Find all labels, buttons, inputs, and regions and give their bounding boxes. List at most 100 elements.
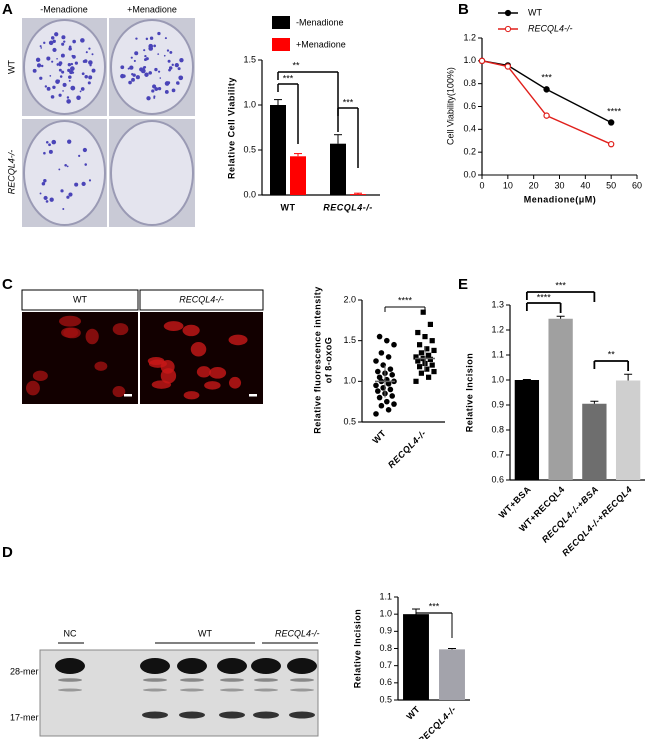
colony <box>167 81 171 85</box>
point <box>389 393 396 399</box>
nucleus <box>63 327 81 339</box>
error-bar <box>556 315 565 319</box>
colony <box>58 61 63 65</box>
y-axis-title: of 8-oxoG <box>323 337 333 384</box>
colony <box>52 47 57 53</box>
y-tick-label: 0.8 <box>379 643 392 653</box>
legend-label: -Menadione <box>296 17 344 27</box>
colony <box>68 47 72 51</box>
point <box>384 398 390 405</box>
band <box>254 678 278 682</box>
x-tick-label: RECQL4-/-+BSA <box>540 484 601 545</box>
row-label: RECQL4-/- <box>6 150 16 195</box>
x-tick-label: WT <box>370 428 388 446</box>
image-label: WT <box>73 294 87 304</box>
colony <box>169 50 173 54</box>
point <box>389 372 396 378</box>
annotation: **** <box>607 106 622 116</box>
colony <box>70 85 76 91</box>
y-tick-label: 0.2 <box>463 147 476 157</box>
point <box>387 386 394 393</box>
colony <box>139 67 144 72</box>
colony <box>51 139 57 145</box>
point <box>391 341 397 348</box>
colony <box>43 195 48 201</box>
bar <box>403 614 429 700</box>
colony <box>76 95 81 101</box>
band-label: 28-mer <box>10 666 39 676</box>
colony <box>62 90 64 92</box>
colony <box>148 43 154 49</box>
colony <box>84 74 88 79</box>
colony <box>131 77 135 82</box>
colony <box>54 32 59 37</box>
y-tick-label: 1.0 <box>243 99 256 109</box>
legend-label: RECQL4-/- <box>528 23 573 33</box>
band <box>142 711 168 719</box>
colony <box>32 68 37 73</box>
colony <box>79 90 82 93</box>
band <box>180 678 204 682</box>
colony <box>66 96 70 99</box>
error-bar <box>274 99 282 105</box>
colony <box>148 71 152 75</box>
band <box>143 688 167 692</box>
colony <box>39 192 42 195</box>
point <box>417 364 423 370</box>
legend-swatch <box>272 38 290 51</box>
colony <box>78 154 81 157</box>
annotation: ** <box>292 60 300 70</box>
colony <box>44 85 48 88</box>
band <box>219 711 245 719</box>
error-bar <box>294 153 302 157</box>
lane-label: RECQL4-/- <box>275 628 320 638</box>
bar <box>514 380 540 480</box>
y-tick-label: 0.5 <box>343 416 356 426</box>
point <box>413 354 419 360</box>
legend-marker <box>504 25 512 33</box>
colony <box>151 89 155 93</box>
nucleus <box>112 323 129 336</box>
x-tick-label: RECQL4-/- <box>386 428 428 470</box>
band <box>290 678 314 682</box>
colony <box>67 139 72 144</box>
nucleus <box>94 361 108 371</box>
bar <box>439 649 465 700</box>
point <box>373 358 379 364</box>
nucleus <box>183 391 200 400</box>
colony <box>52 85 56 89</box>
band <box>143 678 167 682</box>
colony <box>40 47 43 49</box>
nucleus <box>85 328 99 345</box>
x-tick-label: 20 <box>529 180 539 190</box>
point <box>391 401 397 407</box>
colony <box>168 66 173 70</box>
colony <box>35 57 41 63</box>
marker <box>543 86 550 93</box>
y-tick-label: 0.5 <box>379 694 392 704</box>
colony <box>120 73 125 79</box>
colony <box>91 53 94 56</box>
band <box>58 688 82 692</box>
point <box>376 394 383 401</box>
y-tick-label: 0.0 <box>243 189 256 199</box>
point <box>385 407 392 413</box>
colony <box>129 65 134 70</box>
colony <box>81 181 86 187</box>
colony <box>61 35 66 40</box>
row-label: WT <box>6 60 16 74</box>
nucleus <box>26 380 40 396</box>
band <box>253 711 279 719</box>
colony <box>67 62 72 67</box>
colony <box>68 79 71 82</box>
colony <box>46 86 51 91</box>
colony <box>153 44 157 48</box>
x-tick-label: RECQL4-/- <box>416 704 458 739</box>
colony <box>157 70 161 73</box>
bar <box>615 380 641 480</box>
point <box>427 321 433 327</box>
y-axis-title: Relative fluorescence intensity <box>312 286 322 434</box>
colony <box>43 178 47 183</box>
nucleus <box>59 315 82 327</box>
point <box>375 388 381 394</box>
